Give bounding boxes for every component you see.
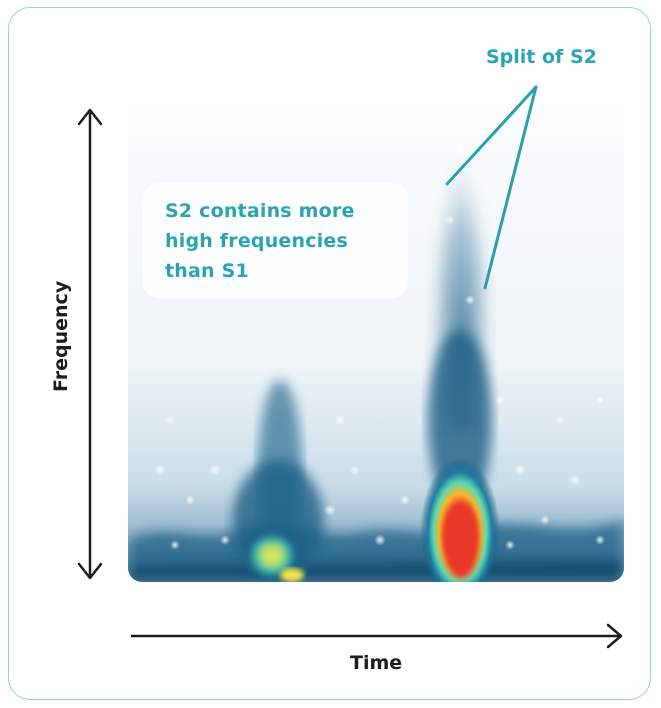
split-pointer-line-right (483, 85, 538, 290)
frequency-axis-arrow-up-icon (77, 108, 103, 126)
split-pointer-line-left (445, 85, 538, 186)
s1-energy-region (233, 380, 323, 582)
spectrogram-speckles (154, 145, 605, 550)
s2-energy-region (420, 104, 500, 582)
callout-line-3: than S1 (165, 260, 249, 282)
split-label: Split of S2 (486, 46, 597, 68)
callout-line-1: S2 contains more (165, 200, 355, 222)
spectrogram-background (128, 104, 624, 582)
split-pointer-lines (445, 85, 538, 290)
time-axis-arrow-right-icon (606, 623, 623, 649)
callout-text: S2 contains more high frequencies than S… (165, 196, 405, 286)
x-axis-label: Time (350, 652, 403, 674)
callout-line-2: high frequencies (165, 230, 349, 252)
frequency-axis-arrow-down-icon (77, 562, 103, 580)
y-axis-label: Frequency (50, 280, 72, 392)
callout-box (143, 183, 408, 298)
spectrogram-plot (128, 104, 624, 582)
